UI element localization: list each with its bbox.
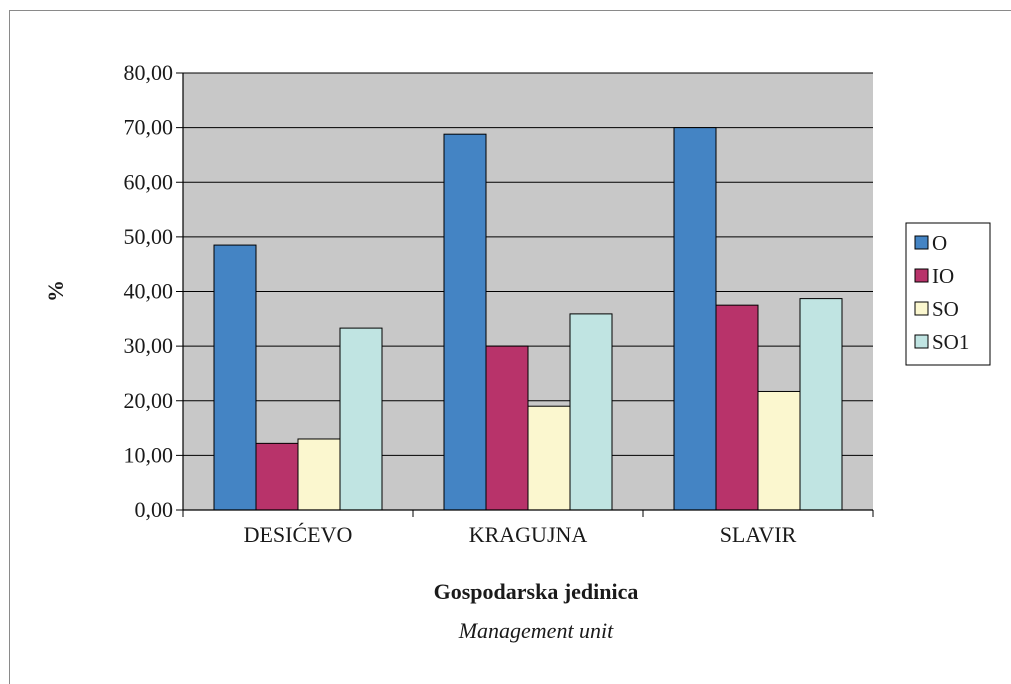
legend-label: O (932, 231, 947, 255)
legend-swatch (914, 268, 929, 283)
legend-swatch (914, 301, 929, 316)
bar-io (485, 345, 529, 511)
bar-so1 (569, 313, 613, 511)
y-tick-label: 20,00 (124, 388, 174, 413)
legend-swatch (914, 235, 929, 250)
bar-so1 (799, 298, 843, 511)
legend-label: SO (932, 297, 959, 321)
bar-o (213, 244, 257, 511)
bar-so1 (339, 327, 383, 511)
legend-label: SO1 (932, 330, 969, 354)
x-axis-label-secondary: Management unit (458, 618, 614, 643)
chart-frame (9, 10, 1011, 684)
bar-so (527, 405, 571, 511)
x-category-label: KRAGUJNA (469, 522, 588, 547)
bar-io (255, 442, 299, 511)
y-tick-label: 40,00 (124, 279, 174, 304)
y-tick-label: 0,00 (135, 497, 174, 522)
y-axis-label: % (43, 280, 68, 302)
plot-area (183, 72, 873, 511)
x-axis-label: Gospodarska jedinica (434, 579, 639, 604)
legend-label: IO (932, 264, 954, 288)
x-category-label: SLAVIR (720, 522, 797, 547)
legend-swatch (914, 334, 929, 349)
bar-o (673, 127, 717, 511)
legend: O IO SO SO1 (905, 222, 991, 366)
bar-io (715, 304, 759, 511)
y-tick-label: 60,00 (124, 169, 174, 194)
bar-o (443, 133, 487, 511)
bar-so (757, 390, 801, 511)
y-tick-label: 10,00 (124, 442, 174, 467)
y-tick-label: 30,00 (124, 333, 174, 358)
axes: 0,00 10,00 20,00 30,00 40,00 50,00 60,00 70,00 8… (124, 60, 874, 547)
y-tick-label: 70,00 (124, 115, 174, 140)
x-category-label: DESIĆEVO (244, 522, 353, 547)
bar-so (297, 438, 341, 511)
y-tick-label: 80,00 (124, 60, 174, 85)
y-tick-label: 50,00 (124, 224, 174, 249)
